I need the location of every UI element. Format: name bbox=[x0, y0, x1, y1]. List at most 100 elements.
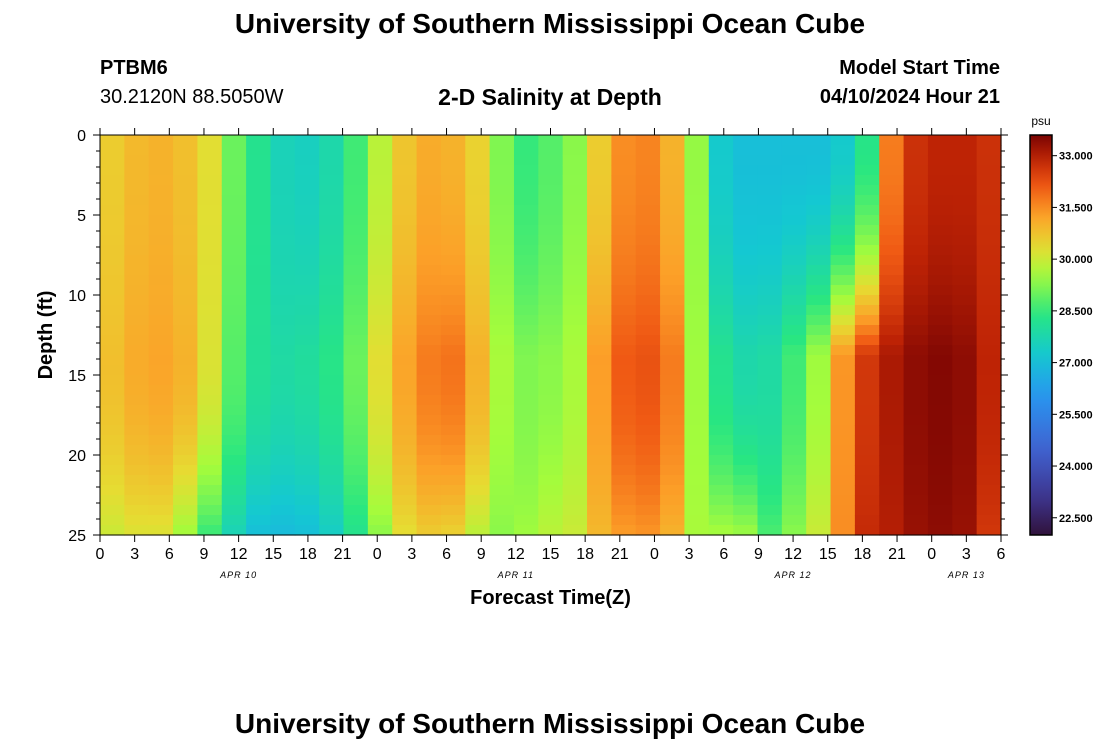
heatmap-cell bbox=[587, 495, 612, 506]
heatmap-cell bbox=[733, 175, 759, 186]
heatmap-cell bbox=[197, 285, 223, 296]
heatmap-cell bbox=[635, 385, 661, 396]
heatmap-cell bbox=[708, 495, 734, 506]
heatmap-cell bbox=[952, 175, 978, 186]
heatmap-cell bbox=[465, 435, 491, 446]
heatmap-cell bbox=[319, 245, 345, 256]
heatmap-cell bbox=[367, 445, 393, 456]
heatmap-cell bbox=[660, 345, 686, 356]
heatmap-cell bbox=[197, 465, 223, 476]
heatmap-cell bbox=[148, 275, 174, 286]
heatmap-cell bbox=[927, 255, 953, 266]
heatmap-cell bbox=[976, 435, 1002, 446]
heatmap-cell bbox=[465, 255, 491, 266]
heatmap-cell bbox=[854, 365, 880, 376]
heatmap-cell bbox=[270, 515, 296, 526]
heatmap-cell bbox=[319, 395, 345, 406]
heatmap-cell bbox=[854, 435, 880, 446]
heatmap-cell bbox=[270, 385, 296, 396]
heatmap-cell bbox=[611, 425, 637, 436]
heatmap-cell bbox=[246, 475, 272, 486]
heatmap-cell bbox=[246, 315, 272, 326]
heatmap-cell bbox=[660, 405, 686, 416]
heatmap-cell bbox=[781, 175, 807, 186]
heatmap-cell bbox=[343, 405, 369, 416]
heatmap-cell bbox=[903, 265, 929, 276]
heatmap-cell bbox=[319, 455, 345, 466]
heatmap-cell bbox=[587, 365, 612, 376]
heatmap-cell bbox=[270, 235, 296, 246]
heatmap-cell bbox=[903, 295, 929, 306]
heatmap-cell bbox=[854, 355, 880, 366]
heatmap-cell bbox=[976, 375, 1002, 386]
heatmap-cell bbox=[927, 265, 953, 276]
heatmap-cell bbox=[684, 265, 710, 276]
heatmap-cell bbox=[246, 415, 272, 426]
heatmap-cell bbox=[100, 425, 125, 436]
heatmap-cell bbox=[927, 175, 953, 186]
heatmap-cell bbox=[733, 155, 759, 166]
heatmap-cell bbox=[343, 265, 369, 276]
heatmap-cell bbox=[367, 315, 393, 326]
heatmap-cell bbox=[367, 375, 393, 386]
heatmap-cell bbox=[246, 195, 272, 206]
heatmap-cell bbox=[830, 355, 856, 366]
heatmap-cell bbox=[221, 205, 247, 216]
heatmap-cell bbox=[416, 335, 442, 346]
heatmap-cell bbox=[611, 325, 637, 336]
heatmap-cell bbox=[221, 225, 247, 236]
heatmap-cell bbox=[392, 445, 418, 456]
heatmap-cell bbox=[854, 255, 880, 266]
heatmap-cell bbox=[952, 255, 978, 266]
heatmap-cell bbox=[124, 465, 150, 476]
heatmap-cell bbox=[562, 155, 588, 166]
heatmap-cell bbox=[733, 475, 759, 486]
heatmap-cell bbox=[830, 525, 856, 536]
heatmap-cell bbox=[660, 355, 686, 366]
x-tick-label: 15 bbox=[264, 546, 282, 563]
heatmap-cell bbox=[221, 445, 247, 456]
heatmap-cell bbox=[246, 505, 272, 516]
heatmap-cell bbox=[879, 455, 905, 466]
heatmap-cell bbox=[221, 195, 247, 206]
heatmap-cell bbox=[587, 485, 612, 496]
heatmap-cell bbox=[733, 315, 759, 326]
heatmap-cell bbox=[392, 455, 418, 466]
heatmap-cell bbox=[806, 365, 832, 376]
heatmap-cell bbox=[733, 135, 759, 146]
model-start-value: 04/10/2024 Hour 21 bbox=[819, 86, 1000, 108]
heatmap-cell bbox=[416, 245, 442, 256]
heatmap-cell bbox=[148, 295, 174, 306]
heatmap-cell bbox=[148, 315, 174, 326]
heatmap-cell bbox=[854, 225, 880, 236]
heatmap-cell bbox=[221, 525, 247, 536]
heatmap-cell bbox=[489, 185, 515, 196]
heatmap-cell bbox=[416, 195, 442, 206]
heatmap-cell bbox=[367, 465, 393, 476]
heatmap-cell bbox=[319, 315, 345, 326]
heatmap-cell bbox=[489, 315, 515, 326]
heatmap-cell bbox=[148, 145, 174, 156]
heatmap-cell bbox=[513, 315, 539, 326]
heatmap-cell bbox=[197, 315, 223, 326]
heatmap-cell bbox=[392, 275, 418, 286]
heatmap-cell bbox=[367, 205, 393, 216]
heatmap-cell bbox=[246, 185, 272, 196]
heatmap-cell bbox=[294, 135, 320, 146]
heatmap-cell bbox=[806, 225, 832, 236]
heatmap-cell bbox=[903, 355, 929, 366]
heatmap-cell bbox=[392, 235, 418, 246]
heatmap-cell bbox=[708, 525, 734, 536]
heatmap-cell bbox=[270, 335, 296, 346]
y-tick-label: 0 bbox=[77, 128, 86, 145]
heatmap-cell bbox=[830, 455, 856, 466]
heatmap-cell bbox=[733, 305, 759, 316]
heatmap-cell bbox=[197, 185, 223, 196]
heatmap-cell bbox=[367, 235, 393, 246]
heatmap-cell bbox=[976, 145, 1002, 156]
heatmap-cell bbox=[416, 355, 442, 366]
heatmap-cell bbox=[587, 265, 612, 276]
heatmap-cell bbox=[927, 395, 953, 406]
heatmap-cell bbox=[367, 355, 393, 366]
heatmap-cell bbox=[367, 145, 393, 156]
